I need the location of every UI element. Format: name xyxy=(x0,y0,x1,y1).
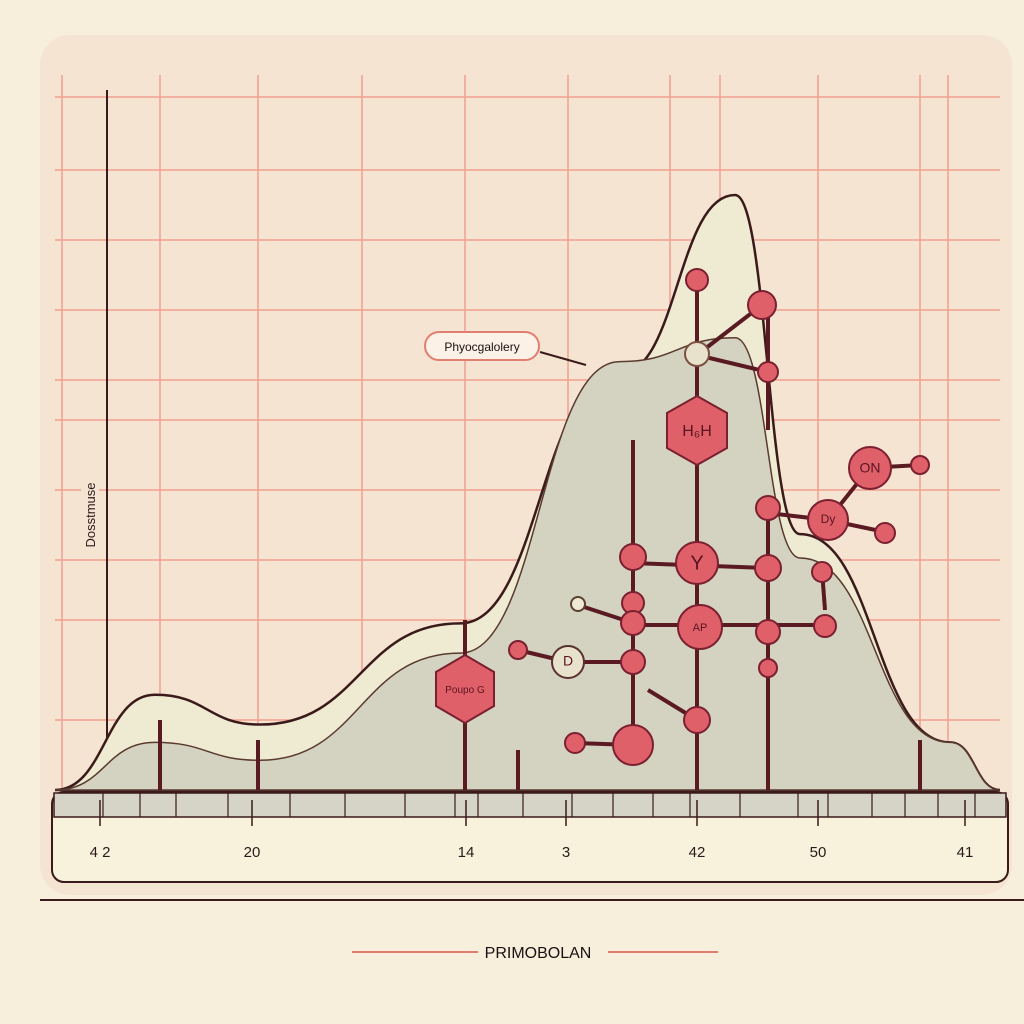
atom xyxy=(620,610,646,636)
atom-ap xyxy=(677,604,723,650)
atom-d-label: D xyxy=(563,653,573,669)
hexagon-left-label: Poupo G xyxy=(445,685,485,696)
atom xyxy=(619,543,647,571)
x-tick-label: 20 xyxy=(244,844,261,861)
x-tick-label: 41 xyxy=(957,844,974,861)
atom xyxy=(813,614,837,638)
annotation-text: Phyocgalolery xyxy=(444,340,519,354)
atom xyxy=(910,455,930,475)
atom xyxy=(612,724,654,766)
neutral-atom xyxy=(684,341,710,367)
annotation-bubble xyxy=(424,331,540,361)
atom-y xyxy=(675,541,719,585)
atom-on-label: ON xyxy=(860,460,881,476)
atom-on xyxy=(848,446,892,490)
atom xyxy=(757,361,779,383)
x-tick-label: 50 xyxy=(810,844,827,861)
atom xyxy=(685,268,709,292)
atom xyxy=(811,561,833,583)
annotation-pointer xyxy=(539,351,587,366)
hexagon-top xyxy=(666,394,728,467)
atom xyxy=(755,495,781,521)
atom xyxy=(747,290,777,320)
atom xyxy=(758,658,778,678)
x-tick-label: 3 xyxy=(562,844,570,861)
atom xyxy=(755,619,781,645)
atom xyxy=(620,649,646,675)
chart-title: PRIMOBOLAN xyxy=(485,945,592,962)
atom xyxy=(683,706,711,734)
atom xyxy=(874,522,896,544)
atom-ap-label: AP xyxy=(693,622,708,634)
atom-y-label: Y xyxy=(690,552,703,574)
atom-dy-label: Dy xyxy=(821,512,836,526)
x-axis-ruler xyxy=(53,792,1007,818)
atom-d xyxy=(551,645,585,679)
atom-dy xyxy=(807,499,849,541)
neutral-atom xyxy=(570,596,586,612)
y-axis-label: Dosstmuse xyxy=(83,482,98,547)
hexagon-left xyxy=(435,653,495,725)
x-tick-label: 14 xyxy=(458,844,475,861)
hexagon-top-label: H₆H xyxy=(682,423,712,440)
x-tick-label: 42 xyxy=(689,844,706,861)
atom xyxy=(564,732,586,754)
x-tick-label: 4 2 xyxy=(90,844,111,861)
ruler-ticks xyxy=(102,793,976,817)
atom xyxy=(754,554,782,582)
atom xyxy=(508,640,528,660)
molecule-atoms xyxy=(508,268,930,766)
